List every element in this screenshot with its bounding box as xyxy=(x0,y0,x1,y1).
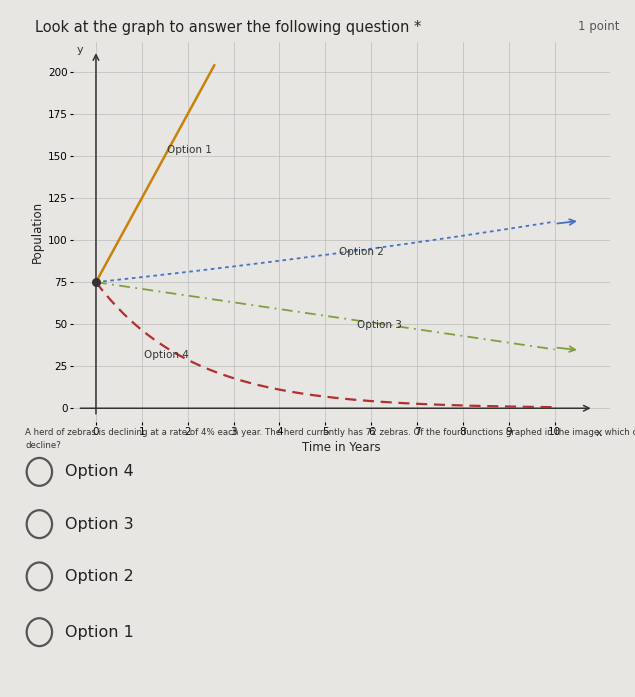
Text: y: y xyxy=(77,45,83,55)
Text: Option 3: Option 3 xyxy=(65,516,134,532)
Text: 1 point: 1 point xyxy=(578,20,619,33)
Text: Look at the graph to answer the following question *: Look at the graph to answer the followin… xyxy=(35,20,421,35)
X-axis label: Time in Years: Time in Years xyxy=(302,441,380,454)
Text: Option 4: Option 4 xyxy=(144,350,189,360)
Text: A herd of zebras is declining at a rate of 4% each year. The herd currently has : A herd of zebras is declining at a rate … xyxy=(25,428,635,437)
Y-axis label: Population: Population xyxy=(30,201,43,263)
Text: decline?: decline? xyxy=(25,441,61,450)
Text: Option 4: Option 4 xyxy=(65,464,134,480)
Text: Option 2: Option 2 xyxy=(339,247,384,257)
Text: Option 1: Option 1 xyxy=(167,145,212,155)
Text: x: x xyxy=(596,429,603,438)
Text: Option 2: Option 2 xyxy=(65,569,134,584)
Text: Option 1: Option 1 xyxy=(65,625,134,640)
Text: Option 3: Option 3 xyxy=(358,319,402,330)
